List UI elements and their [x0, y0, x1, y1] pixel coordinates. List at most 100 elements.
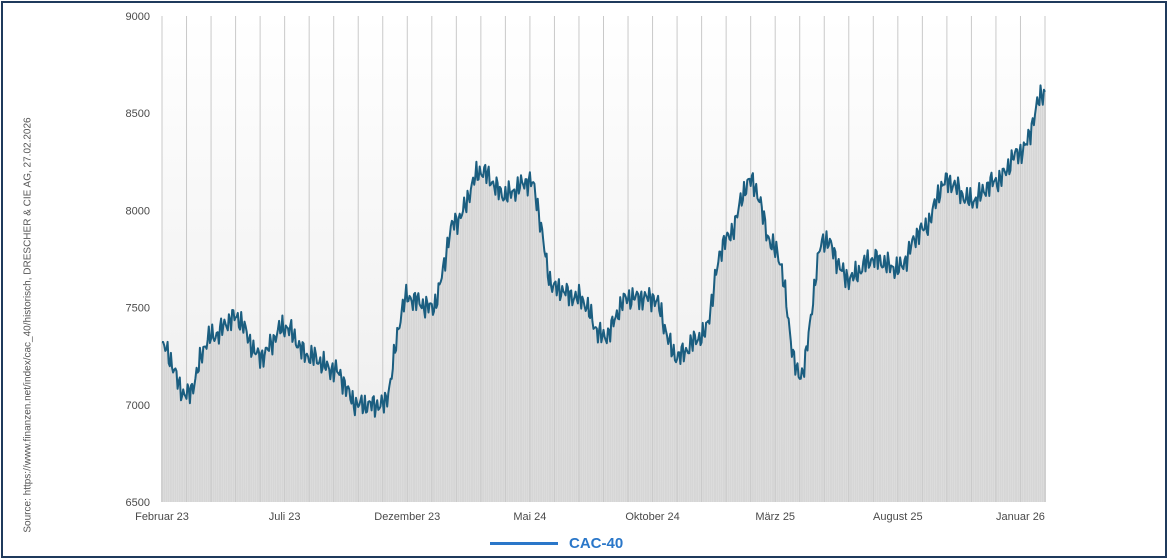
daily-bar	[687, 353, 690, 502]
daily-bar	[885, 272, 888, 502]
daily-bar	[359, 400, 362, 502]
daily-bar	[923, 229, 926, 502]
daily-bar	[243, 321, 246, 502]
daily-bar	[562, 291, 565, 502]
daily-bar	[519, 175, 522, 502]
daily-bar	[660, 303, 663, 502]
daily-bar	[604, 340, 607, 502]
x-tick-label: August 25	[873, 511, 923, 523]
daily-bar	[720, 261, 723, 502]
x-tick-label: Juli 23	[269, 511, 301, 523]
daily-bar	[780, 264, 783, 502]
daily-bar	[245, 331, 248, 502]
daily-bar	[685, 347, 688, 502]
daily-bar	[390, 378, 393, 502]
daily-bar	[223, 319, 226, 502]
daily-bar	[745, 193, 748, 502]
daily-bar	[892, 266, 895, 502]
daily-bar	[818, 250, 821, 502]
daily-bar	[633, 299, 636, 502]
daily-bar	[410, 301, 413, 502]
daily-bar	[548, 271, 551, 502]
daily-bar	[653, 306, 656, 502]
x-tick-label: Mai 24	[513, 511, 546, 523]
daily-bar	[399, 322, 402, 502]
daily-bar	[682, 361, 685, 502]
daily-bar	[205, 348, 208, 502]
daily-bar	[794, 374, 797, 502]
daily-bar	[988, 195, 991, 502]
daily-bar	[769, 248, 772, 502]
daily-bar	[613, 320, 616, 502]
daily-bar	[807, 332, 810, 502]
daily-bar	[796, 363, 799, 502]
legend-line-swatch	[490, 541, 558, 545]
daily-bar	[317, 363, 320, 502]
daily-bar	[230, 330, 233, 502]
daily-bar	[981, 184, 984, 502]
daily-bar	[557, 279, 560, 502]
daily-bar	[241, 326, 244, 502]
daily-bar	[1021, 153, 1024, 502]
daily-bar	[881, 267, 884, 502]
y-tick-label: 9000	[126, 11, 150, 23]
daily-bar	[475, 161, 478, 503]
daily-bar	[827, 245, 830, 503]
daily-bar	[276, 329, 279, 502]
daily-bar	[834, 251, 837, 502]
legend[interactable]: CAC-40	[490, 533, 623, 553]
daily-bar	[638, 309, 641, 502]
daily-bar	[466, 190, 469, 502]
daily-bar	[850, 275, 853, 502]
daily-bar	[421, 299, 424, 502]
daily-bar	[758, 202, 761, 502]
daily-bar	[606, 328, 609, 502]
daily-bar	[907, 241, 910, 503]
x-axis: Februar 23 Juli 23 Dezember 23 Mai 24 Oktobe…	[135, 511, 1045, 523]
daily-bar	[809, 314, 812, 502]
daily-bar	[983, 193, 986, 502]
daily-bar	[986, 182, 989, 502]
daily-bar	[1041, 104, 1044, 502]
daily-bar	[910, 246, 913, 502]
daily-bar	[388, 386, 391, 502]
daily-bar	[444, 270, 447, 502]
daily-bar	[488, 185, 491, 503]
daily-bar	[250, 356, 253, 502]
daily-bar	[424, 317, 427, 502]
daily-bar	[696, 341, 699, 502]
daily-bar	[693, 334, 696, 502]
daily-bar	[952, 183, 955, 502]
daily-bar	[254, 354, 257, 502]
daily-bar	[1006, 170, 1009, 502]
daily-bar	[727, 234, 730, 502]
daily-bar	[874, 249, 877, 502]
daily-bar	[792, 349, 795, 502]
daily-bar	[816, 253, 819, 502]
daily-bar	[941, 185, 944, 502]
daily-bar	[709, 308, 712, 502]
daily-bar	[285, 327, 288, 502]
daily-bar	[383, 392, 386, 502]
daily-bar	[212, 337, 215, 502]
y-axis: 9000 8500 8000 7500 7000 6500	[126, 11, 150, 509]
daily-bar	[959, 203, 962, 502]
series-line-cac-40	[162, 84, 1046, 418]
daily-bar	[459, 218, 462, 502]
daily-bar	[718, 251, 721, 502]
daily-bar	[319, 357, 322, 502]
daily-bar	[662, 333, 665, 502]
daily-bar	[412, 294, 415, 502]
daily-bar	[174, 368, 177, 502]
daily-bar	[716, 268, 719, 502]
daily-bar	[303, 362, 306, 502]
daily-bar	[542, 240, 545, 502]
y-tick-label: 8000	[126, 205, 150, 217]
daily-bar	[328, 369, 331, 502]
daily-bar	[586, 297, 589, 502]
daily-bar	[1003, 171, 1006, 502]
daily-bar	[176, 388, 179, 502]
daily-bar	[821, 239, 824, 502]
daily-bar	[310, 345, 313, 502]
daily-bar	[274, 341, 277, 502]
